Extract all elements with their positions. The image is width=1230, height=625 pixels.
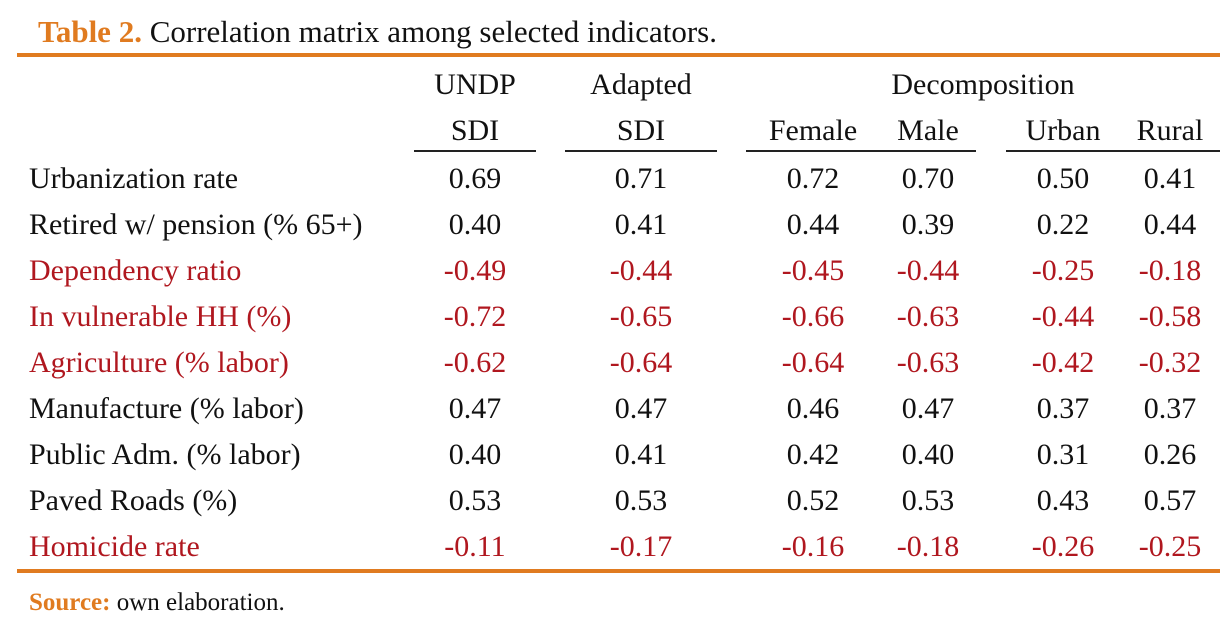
value-adapted: -0.64 — [609, 346, 673, 379]
value-urban: -0.44 — [1031, 300, 1095, 333]
value-urban: 0.50 — [1036, 162, 1090, 195]
table-row: Paved Roads (%) 0.53 0.53 0.52 0.53 0.43… — [0, 478, 1220, 524]
value-male: -0.63 — [896, 346, 960, 379]
value-undp: 0.40 — [448, 438, 502, 471]
row-label: Agriculture (% labor) — [29, 346, 289, 379]
table-row: In vulnerable HH (%) -0.72 -0.65 -0.66 -… — [0, 294, 1220, 340]
value-male: 0.40 — [901, 438, 955, 471]
table-row: Manufacture (% labor) 0.47 0.47 0.46 0.4… — [0, 386, 1220, 432]
value-adapted: -0.17 — [609, 530, 673, 563]
value-undp: 0.47 — [448, 392, 502, 425]
value-undp: 0.53 — [448, 484, 502, 517]
value-male: 0.47 — [901, 392, 955, 425]
value-rural: 0.41 — [1143, 162, 1197, 195]
value-undp: -0.49 — [443, 254, 507, 287]
table-row: Retired w/ pension (% 65+) 0.40 0.41 0.4… — [0, 202, 1220, 248]
gender-underline — [746, 150, 976, 152]
value-adapted: 0.41 — [614, 208, 668, 241]
row-label: Homicide rate — [29, 530, 200, 563]
correlation-table: Urbanization rate 0.69 0.71 0.72 0.70 0.… — [0, 156, 1220, 570]
value-rural: -0.58 — [1138, 300, 1202, 333]
row-label: Retired w/ pension (% 65+) — [29, 208, 363, 241]
value-female: -0.45 — [781, 254, 845, 287]
value-undp: -0.62 — [443, 346, 507, 379]
table-row: Dependency ratio -0.49 -0.44 -0.45 -0.44… — [0, 248, 1220, 294]
value-adapted: 0.47 — [614, 392, 668, 425]
value-adapted: -0.65 — [609, 300, 673, 333]
value-female: 0.72 — [786, 162, 840, 195]
table-row: Homicide rate -0.11 -0.17 -0.16 -0.18 -0… — [0, 524, 1220, 570]
row-label: Dependency ratio — [29, 254, 242, 287]
value-male: -0.63 — [896, 300, 960, 333]
value-male: 0.39 — [901, 208, 955, 241]
row-label: Manufacture (% labor) — [29, 392, 304, 425]
table-row: Public Adm. (% labor) 0.40 0.41 0.42 0.4… — [0, 432, 1220, 478]
value-female: 0.46 — [786, 392, 840, 425]
value-female: -0.64 — [781, 346, 845, 379]
value-female: 0.42 — [786, 438, 840, 471]
value-rural: 0.26 — [1143, 438, 1197, 471]
header-female: Female — [768, 114, 858, 147]
value-urban: 0.43 — [1036, 484, 1090, 517]
header-undp: UNDP — [434, 68, 516, 101]
row-label: Public Adm. (% labor) — [29, 438, 301, 471]
value-urban: 0.31 — [1036, 438, 1090, 471]
undp-underline — [414, 150, 536, 152]
table-row: Urbanization rate 0.69 0.71 0.72 0.70 0.… — [0, 156, 1220, 202]
value-rural: 0.37 — [1143, 392, 1197, 425]
source-label: Source: — [29, 589, 111, 616]
value-undp: -0.72 — [443, 300, 507, 333]
value-male: -0.18 — [896, 530, 960, 563]
table-row: Agriculture (% labor) -0.62 -0.64 -0.64 … — [0, 340, 1220, 386]
value-rural: -0.25 — [1138, 530, 1202, 563]
adapted-underline — [565, 150, 717, 152]
value-female: 0.44 — [786, 208, 840, 241]
value-undp: 0.69 — [448, 162, 502, 195]
table-caption: Table 2. Correlation matrix among select… — [38, 12, 717, 52]
value-rural: -0.32 — [1138, 346, 1202, 379]
value-adapted: 0.53 — [614, 484, 668, 517]
value-rural: 0.57 — [1143, 484, 1197, 517]
value-rural: 0.44 — [1143, 208, 1197, 241]
header-undp-sdi: SDI — [450, 114, 500, 147]
header-decomposition: Decomposition — [891, 68, 1075, 101]
header-male: Male — [897, 114, 959, 147]
value-urban: 0.37 — [1036, 392, 1090, 425]
value-urban: -0.25 — [1031, 254, 1095, 287]
value-male: 0.70 — [901, 162, 955, 195]
header-adapted-sdi: SDI — [616, 114, 666, 147]
value-male: 0.53 — [901, 484, 955, 517]
value-urban: -0.26 — [1031, 530, 1095, 563]
source-note: Source: own elaboration. — [29, 586, 285, 620]
header-urban: Urban — [1025, 114, 1101, 147]
value-female: 0.52 — [786, 484, 840, 517]
area-underline — [1006, 150, 1220, 152]
value-urban: -0.42 — [1031, 346, 1095, 379]
value-urban: 0.22 — [1036, 208, 1090, 241]
row-label: In vulnerable HH (%) — [29, 300, 292, 333]
row-label: Urbanization rate — [29, 162, 239, 195]
value-undp: -0.11 — [444, 530, 506, 563]
source-text: own elaboration. — [110, 589, 285, 616]
value-rural: -0.18 — [1138, 254, 1202, 287]
top-rule — [17, 53, 1220, 57]
bottom-rule — [17, 569, 1220, 573]
header-adapted: Adapted — [590, 68, 692, 101]
value-adapted: 0.41 — [614, 438, 668, 471]
value-female: -0.66 — [781, 300, 845, 333]
row-label: Paved Roads (%) — [29, 484, 238, 517]
header-rural: Rural — [1136, 114, 1204, 147]
table-number: Table 2. — [38, 14, 142, 49]
value-undp: 0.40 — [448, 208, 502, 241]
value-male: -0.44 — [896, 254, 960, 287]
value-female: -0.16 — [781, 530, 845, 563]
value-adapted: -0.44 — [609, 254, 673, 287]
value-adapted: 0.71 — [614, 162, 668, 195]
caption-text: Correlation matrix among selected indica… — [149, 14, 717, 49]
